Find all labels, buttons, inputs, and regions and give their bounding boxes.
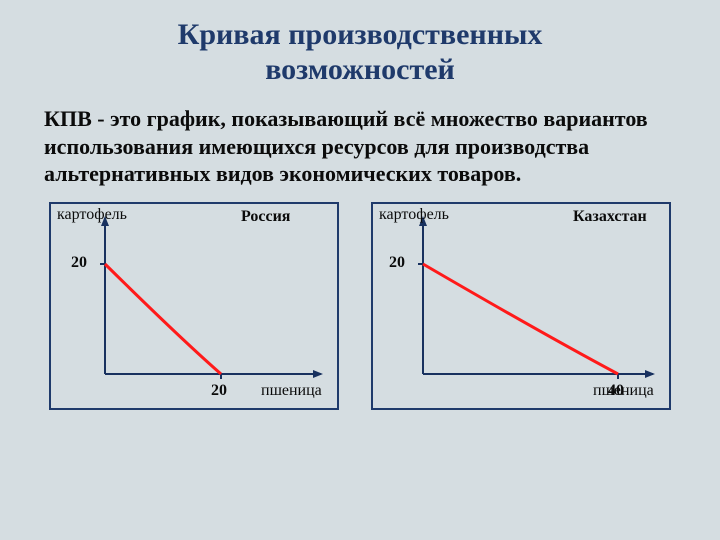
x-axis-label: пшеница: [593, 382, 654, 400]
chart-kazakhstan: картофельКазахстан2040пшеница: [371, 202, 671, 410]
slide-title: Кривая производственных возможностей: [44, 18, 676, 87]
x-axis-label: пшеница: [261, 382, 322, 400]
charts-row: картофель Россия 20 20 пшеница картофель Каза…: [44, 202, 676, 410]
country-label: Россия: [241, 208, 290, 226]
y-axis-label: картофель: [57, 206, 127, 224]
y-tick-label: 20: [389, 254, 405, 272]
country-label: Казахстан: [573, 208, 647, 226]
slide: Кривая производственных возможностей КПВ…: [0, 0, 720, 540]
chart-russia: картофель Россия 20 20 пшеница: [49, 202, 339, 410]
title-line-2: возможностей: [265, 53, 455, 86]
title-line-1: Кривая производственных: [178, 18, 543, 51]
body-text: КПВ - это график, показывающий всё множе…: [44, 105, 676, 188]
y-axis-label: картофель: [379, 206, 449, 224]
y-tick-label: 20: [71, 254, 87, 272]
x-tick-label: 20: [211, 382, 227, 400]
